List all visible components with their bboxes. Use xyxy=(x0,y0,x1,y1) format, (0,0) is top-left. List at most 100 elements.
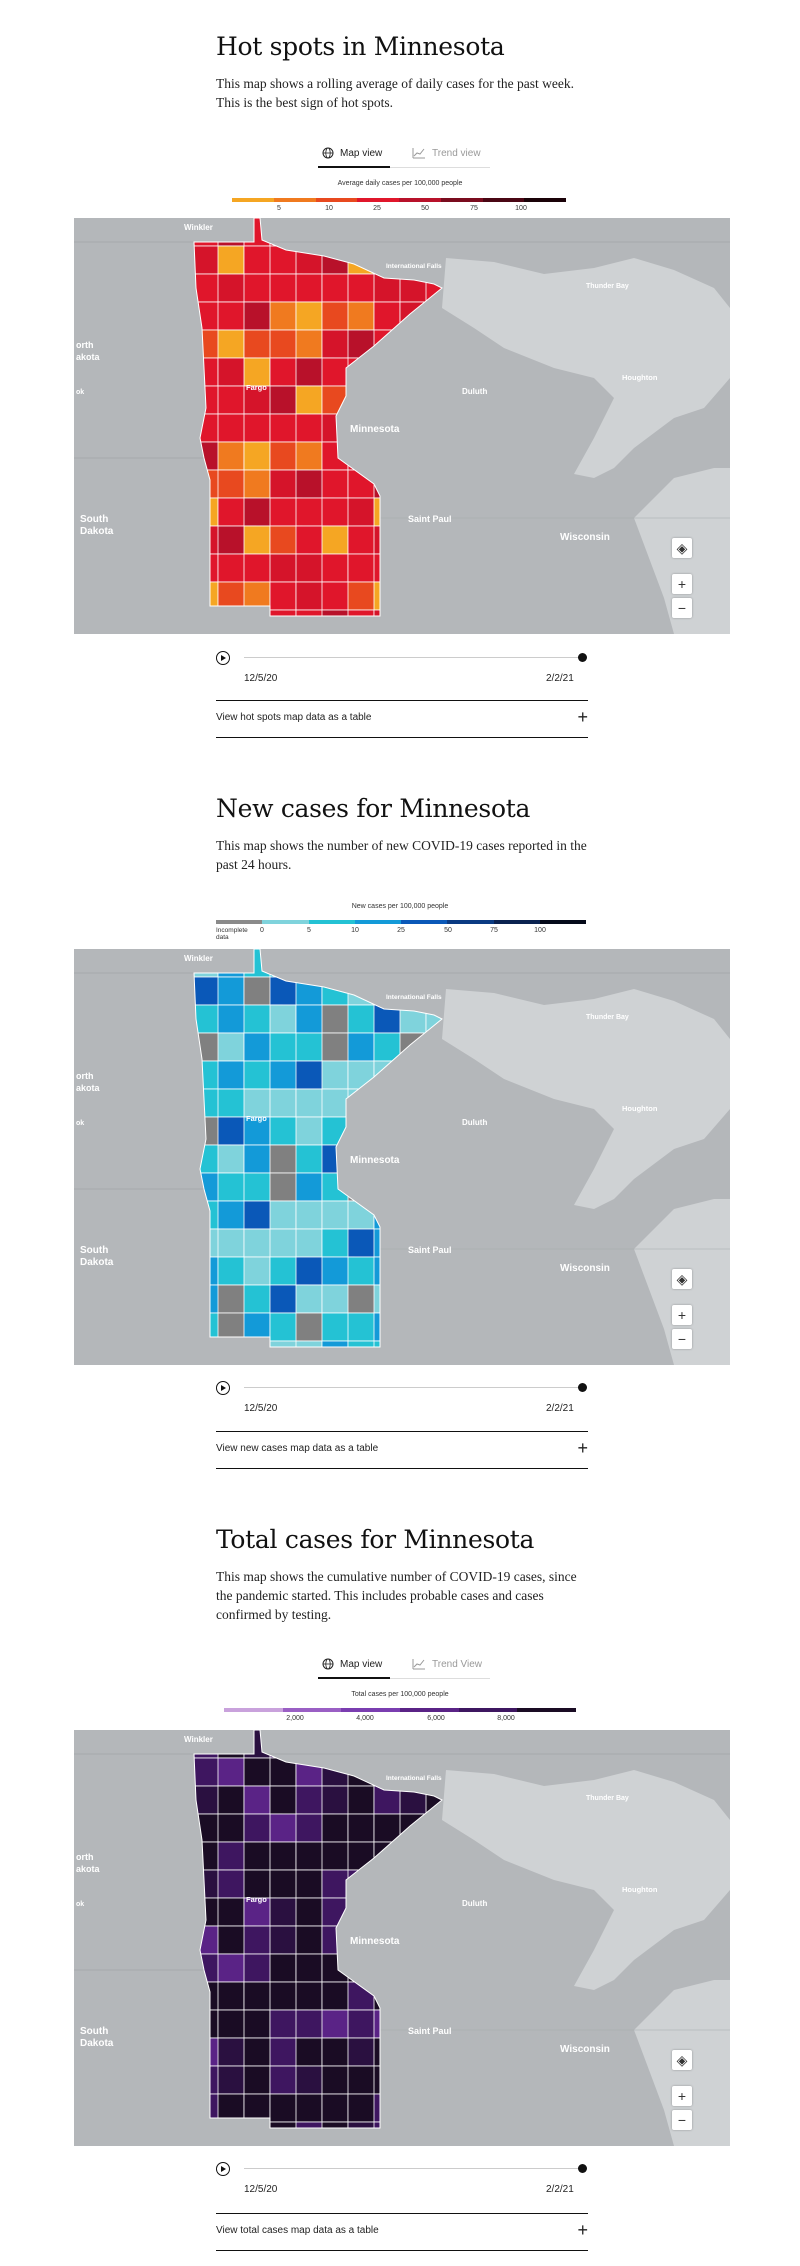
zoom-out-button[interactable]: − xyxy=(672,2110,692,2130)
county[interactable] xyxy=(321,553,349,583)
legend-tick: 5 xyxy=(307,927,311,934)
timeline-track[interactable] xyxy=(244,657,584,658)
county[interactable] xyxy=(217,976,245,1006)
county[interactable] xyxy=(347,1813,375,1843)
county[interactable] xyxy=(295,301,323,331)
county[interactable] xyxy=(269,1088,297,1118)
county[interactable] xyxy=(347,609,375,634)
zoom-out-button[interactable]: − xyxy=(672,598,692,618)
play-icon[interactable] xyxy=(216,2162,230,2176)
county[interactable] xyxy=(243,1869,271,1899)
county[interactable] xyxy=(243,413,271,443)
zoom-in-button[interactable]: + xyxy=(672,1305,692,1325)
county[interactable] xyxy=(321,2093,349,2123)
county[interactable] xyxy=(217,1032,245,1062)
county[interactable] xyxy=(217,1144,245,1174)
county[interactable] xyxy=(295,1953,323,1983)
county[interactable] xyxy=(347,301,375,331)
county[interactable] xyxy=(269,301,297,331)
county[interactable] xyxy=(295,1925,323,1955)
county[interactable] xyxy=(217,1813,245,1843)
county[interactable] xyxy=(295,2093,323,2123)
new-cases-map[interactable]: Winkler International Falls Thunder Bay ort… xyxy=(74,949,730,1365)
county[interactable] xyxy=(347,1340,387,1365)
county[interactable] xyxy=(295,1228,323,1258)
county[interactable] xyxy=(321,1340,349,1365)
timeline-handle[interactable] xyxy=(578,2164,587,2173)
county[interactable] xyxy=(347,1785,375,1815)
county[interactable] xyxy=(295,1981,323,2011)
county[interactable] xyxy=(321,2121,349,2146)
county[interactable] xyxy=(243,441,271,471)
county[interactable] xyxy=(295,609,329,634)
county[interactable] xyxy=(295,1869,323,1899)
county[interactable] xyxy=(243,2093,271,2123)
county[interactable] xyxy=(243,469,271,499)
timeline-track[interactable] xyxy=(244,1387,584,1388)
tab-trend-view[interactable]: Trend view xyxy=(412,142,481,164)
county[interactable] xyxy=(295,1284,323,1314)
compass-icon[interactable]: ◈ xyxy=(672,538,692,558)
compass-icon[interactable]: ◈ xyxy=(672,1269,692,1289)
county[interactable] xyxy=(269,581,297,611)
county[interactable] xyxy=(217,1228,245,1258)
play-icon[interactable] xyxy=(216,1381,230,1395)
county[interactable] xyxy=(321,1813,349,1843)
county[interactable] xyxy=(243,581,271,611)
total-cases-map[interactable]: Winkler International Falls Thunder Bay ort… xyxy=(74,1730,730,2146)
timeline-track[interactable] xyxy=(244,2168,584,2169)
county[interactable] xyxy=(269,2121,309,2146)
county[interactable] xyxy=(217,1981,245,2011)
county[interactable] xyxy=(321,1060,349,1090)
county[interactable] xyxy=(347,2121,381,2146)
view-table-toggle[interactable]: View hot spots map data as a table + xyxy=(216,700,588,738)
county[interactable] xyxy=(269,1004,297,1034)
county[interactable] xyxy=(321,525,349,555)
county[interactable] xyxy=(295,441,323,471)
county[interactable] xyxy=(269,1841,297,1871)
county[interactable] xyxy=(321,469,349,499)
county[interactable] xyxy=(295,1340,323,1365)
county[interactable] xyxy=(295,2121,335,2146)
county[interactable] xyxy=(347,1032,375,1062)
county[interactable] xyxy=(243,2065,271,2095)
county[interactable] xyxy=(243,357,271,387)
hot-spots-map[interactable]: Winkler International Falls Thunder Bay ort… xyxy=(74,218,730,634)
county[interactable] xyxy=(295,1116,323,1146)
timeline-handle[interactable] xyxy=(578,653,587,662)
view-table-toggle[interactable]: View new cases map data as a table + xyxy=(216,1431,588,1469)
county[interactable] xyxy=(217,245,245,275)
view-table-toggle[interactable]: View total cases map data as a table + xyxy=(216,2213,588,2251)
zoom-in-button[interactable]: + xyxy=(672,2086,692,2106)
county[interactable] xyxy=(295,1200,323,1230)
tab-trend-view[interactable]: Trend View xyxy=(412,1653,482,1675)
map-place-label: South xyxy=(80,2026,108,2037)
county[interactable] xyxy=(321,609,361,634)
county[interactable] xyxy=(243,1256,271,1286)
county[interactable] xyxy=(295,2037,323,2067)
map-place-label: Fargo xyxy=(246,1895,267,1904)
tab-map-view[interactable]: Map view xyxy=(322,142,382,164)
compass-icon[interactable]: ◈ xyxy=(672,2050,692,2070)
county[interactable] xyxy=(217,441,245,471)
county[interactable] xyxy=(295,1172,323,1202)
county[interactable] xyxy=(269,1200,297,1230)
county[interactable] xyxy=(217,1785,245,1815)
zoom-in-button[interactable]: + xyxy=(672,574,692,594)
county[interactable] xyxy=(243,2009,271,2039)
county[interactable] xyxy=(295,385,323,415)
county[interactable] xyxy=(217,1060,245,1090)
timeline-handle[interactable] xyxy=(578,1383,587,1392)
county[interactable] xyxy=(217,329,245,359)
county[interactable] xyxy=(269,1340,303,1365)
tab-map-view[interactable]: Map view xyxy=(322,1653,382,1675)
county[interactable] xyxy=(243,1116,271,1146)
county[interactable] xyxy=(295,329,323,359)
county[interactable] xyxy=(243,525,271,555)
county[interactable] xyxy=(269,609,297,634)
county[interactable] xyxy=(295,273,323,303)
county[interactable] xyxy=(269,1953,297,1983)
zoom-out-button[interactable]: − xyxy=(672,1329,692,1349)
play-icon[interactable] xyxy=(216,651,230,665)
county[interactable] xyxy=(217,1897,245,1927)
